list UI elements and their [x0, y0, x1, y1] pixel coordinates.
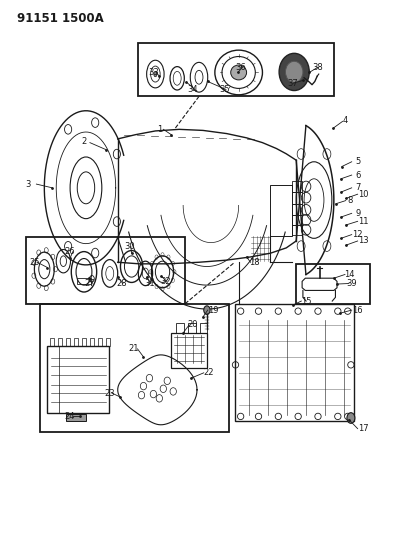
Bar	[296, 264, 369, 304]
Text: 27: 27	[85, 279, 95, 288]
Text: 38: 38	[312, 63, 323, 71]
Text: 35: 35	[219, 85, 230, 94]
Text: 24: 24	[65, 412, 75, 421]
Bar	[292, 215, 302, 225]
Text: 12: 12	[352, 230, 363, 239]
Bar	[292, 181, 302, 192]
Text: 33: 33	[148, 68, 159, 77]
Text: 8: 8	[347, 196, 352, 205]
Text: 15: 15	[301, 296, 311, 305]
Text: 22: 22	[204, 368, 214, 377]
Bar	[292, 225, 302, 235]
Text: 26: 26	[65, 247, 75, 256]
Bar	[47, 346, 109, 413]
Text: 21: 21	[128, 344, 139, 353]
Text: 13: 13	[358, 237, 369, 246]
Text: 9: 9	[355, 209, 360, 218]
Bar	[40, 304, 229, 432]
Text: 34: 34	[188, 85, 198, 94]
Bar	[106, 338, 110, 346]
Text: 37: 37	[287, 78, 298, 87]
Text: 31: 31	[144, 279, 155, 288]
Ellipse shape	[154, 71, 157, 77]
Text: 30: 30	[124, 242, 135, 251]
Bar	[292, 204, 302, 215]
Text: 6: 6	[355, 171, 360, 180]
Text: 32: 32	[160, 277, 171, 286]
Bar	[188, 324, 196, 333]
Text: 23: 23	[104, 389, 115, 398]
Ellipse shape	[204, 306, 210, 314]
Text: 2: 2	[81, 137, 87, 146]
Bar	[235, 304, 354, 421]
Bar	[200, 324, 207, 333]
Bar	[47, 346, 59, 413]
Bar	[90, 338, 94, 346]
Text: 28: 28	[116, 279, 127, 288]
Text: 25: 25	[29, 258, 40, 266]
Bar	[82, 338, 86, 346]
Text: 16: 16	[352, 305, 363, 314]
Bar	[171, 333, 207, 368]
Bar	[77, 278, 91, 284]
Polygon shape	[66, 414, 86, 421]
Text: 18: 18	[249, 258, 260, 266]
Text: 4: 4	[343, 116, 348, 125]
Bar	[138, 43, 334, 96]
Bar	[292, 192, 302, 204]
Ellipse shape	[279, 53, 309, 91]
Text: 14: 14	[344, 270, 355, 279]
Text: 1: 1	[157, 125, 162, 134]
Text: 11: 11	[358, 217, 369, 226]
Bar	[58, 338, 62, 346]
Text: 10: 10	[358, 190, 369, 199]
Bar	[270, 185, 292, 236]
Text: 3: 3	[26, 180, 31, 189]
Bar	[176, 324, 184, 333]
Text: 7: 7	[355, 183, 360, 192]
Text: 19: 19	[208, 305, 218, 314]
Text: 20: 20	[188, 320, 198, 329]
Ellipse shape	[231, 65, 247, 80]
Text: 5: 5	[355, 157, 360, 166]
Text: 36: 36	[235, 63, 246, 71]
Bar	[27, 237, 185, 304]
Text: 17: 17	[358, 424, 369, 433]
Bar	[74, 338, 78, 346]
Bar	[50, 338, 54, 346]
Text: 39: 39	[346, 279, 357, 288]
Bar	[98, 338, 102, 346]
Ellipse shape	[285, 61, 303, 83]
Bar	[66, 338, 70, 346]
Ellipse shape	[347, 413, 355, 423]
Text: 91151 1500A: 91151 1500A	[17, 12, 103, 26]
